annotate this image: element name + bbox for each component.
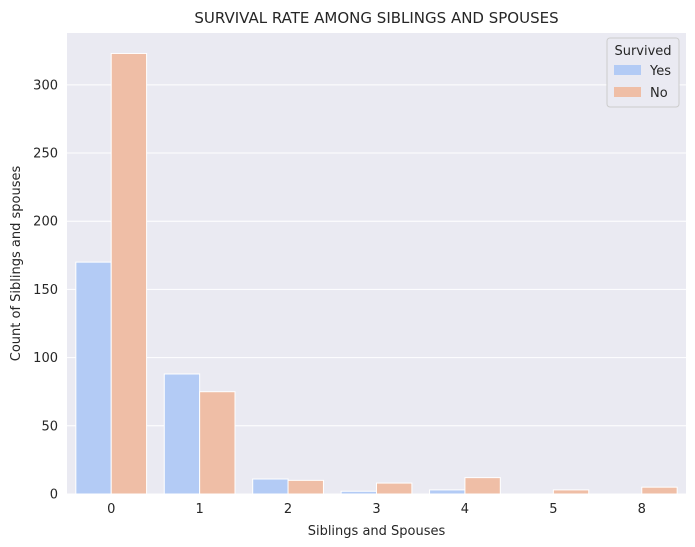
bar-yes-1 bbox=[163, 373, 201, 495]
y-tick-label: 100 bbox=[33, 351, 58, 366]
bars bbox=[75, 52, 678, 495]
bar-no-5 bbox=[552, 489, 590, 495]
chart-title: SURVIVAL RATE AMONG SIBLINGS AND SPOUSES bbox=[194, 9, 558, 27]
legend-label-no: No bbox=[650, 86, 668, 101]
x-axis-ticks: 0 1 2 3 4 5 8 bbox=[107, 502, 646, 517]
x-tick-label: 2 bbox=[284, 502, 292, 517]
bar-no-4 bbox=[464, 477, 501, 495]
y-tick-label: 250 bbox=[33, 147, 58, 162]
legend-swatch-yes bbox=[614, 65, 641, 75]
bar-yes-3 bbox=[340, 490, 377, 495]
y-axis-ticks: 0 50 100 150 200 250 300 bbox=[33, 78, 58, 502]
plot-area bbox=[67, 33, 686, 494]
legend-title: Survived bbox=[614, 44, 671, 59]
y-tick-label: 200 bbox=[33, 215, 58, 230]
x-axis-label: Siblings and Spouses bbox=[308, 524, 446, 539]
legend-label-yes: Yes bbox=[649, 64, 671, 79]
y-tick-label: 300 bbox=[33, 78, 58, 93]
x-tick-label: 0 bbox=[107, 502, 115, 517]
x-tick-label: 1 bbox=[196, 502, 204, 517]
y-tick-label: 150 bbox=[33, 283, 58, 298]
x-tick-label: 4 bbox=[461, 502, 469, 517]
legend-swatch-no bbox=[614, 87, 641, 97]
x-tick-label: 8 bbox=[638, 502, 646, 517]
legend-items: Yes No bbox=[614, 64, 671, 101]
bar-yes-0 bbox=[75, 261, 112, 495]
bar-yes-4 bbox=[429, 489, 466, 495]
bar-yes-2 bbox=[252, 478, 289, 495]
bar-no-0 bbox=[110, 52, 148, 495]
y-tick-label: 50 bbox=[41, 419, 58, 434]
x-tick-label: 3 bbox=[372, 502, 380, 517]
bar-no-1 bbox=[199, 391, 236, 495]
y-axis-label: Count of Siblings and spouses bbox=[9, 166, 24, 362]
bar-no-8 bbox=[641, 486, 678, 495]
bar-no-3 bbox=[376, 482, 413, 495]
x-tick-label: 5 bbox=[549, 502, 557, 517]
bar-no-2 bbox=[287, 479, 324, 495]
legend: Survived Yes No bbox=[606, 37, 680, 108]
y-tick-label: 0 bbox=[50, 488, 58, 503]
